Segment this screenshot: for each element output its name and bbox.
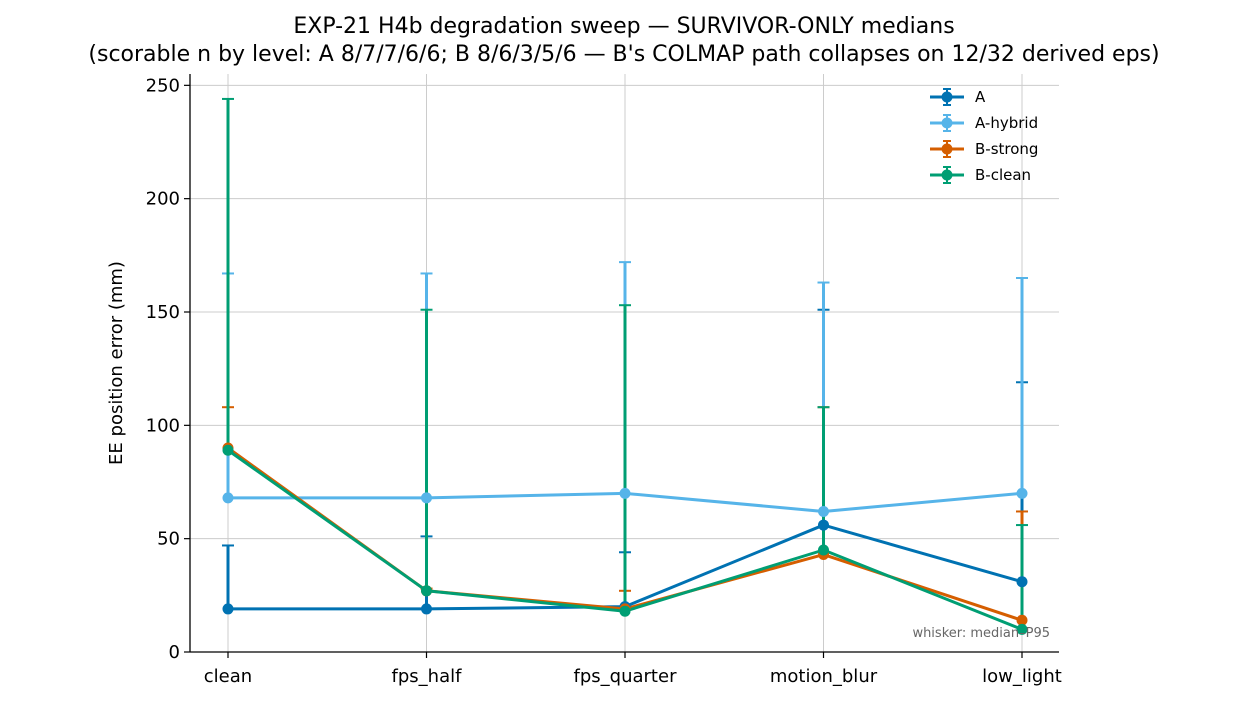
data-point-a-hybrid [421, 492, 432, 504]
data-point-b-clean [222, 444, 234, 456]
chart-title-line-2: (scorable n by level: A 8/7/7/6/6; B 8/6… [88, 42, 1159, 67]
data-point-b-clean [1016, 623, 1028, 635]
legend-label-b-clean: B-clean [975, 166, 1031, 184]
data-point-a [1016, 576, 1028, 588]
x-tick-label: fps_half [392, 666, 463, 687]
tick-labels: 0 50 100 150 200 250 clean fps_half fps_quarter m… [146, 75, 1062, 687]
data-point-a [222, 603, 234, 615]
legend-marker-a [941, 91, 953, 103]
data-point-a-hybrid [1016, 487, 1028, 499]
x-tick-label: fps_quarter [574, 666, 678, 687]
legend-marker-b-clean [941, 169, 953, 181]
data-point-b-strong [1016, 614, 1028, 626]
x-tick-label: motion_blur [770, 666, 878, 687]
legend-marker-b-strong [941, 143, 953, 155]
axes [184, 74, 1059, 658]
data-point-a [421, 603, 432, 615]
data-point-a-hybrid [818, 505, 829, 517]
data-point-a-hybrid [222, 492, 234, 504]
data-point-b-clean [421, 585, 432, 597]
y-tick-label: 0 [169, 642, 180, 663]
legend-label-a: A [975, 88, 986, 106]
data-point-a [818, 519, 829, 531]
y-tick-label: 250 [146, 75, 180, 96]
y-tick-label: 200 [146, 189, 180, 210]
series-points [222, 442, 1028, 635]
x-tick-label: low_light [982, 666, 1062, 687]
data-point-b-clean [818, 544, 829, 556]
y-tick-label: 100 [146, 415, 180, 436]
legend-label-a-hybrid: A-hybrid [975, 114, 1038, 132]
data-point-b-clean [619, 605, 631, 617]
y-tick-label: 150 [146, 302, 180, 323]
y-axis-label: EE position error (mm) [106, 261, 127, 465]
data-point-a-hybrid [619, 487, 631, 499]
legend: A A-hybrid B-strong B-clean [930, 88, 1038, 184]
x-tick-label: clean [204, 666, 252, 687]
whisker-note: whisker: median–P95 [912, 626, 1050, 641]
chart-title-line-1: EXP-21 H4b degradation sweep — SURVIVOR-… [293, 14, 954, 39]
y-tick-label: 50 [157, 529, 180, 550]
legend-marker-a-hybrid [941, 117, 953, 129]
legend-label-b-strong: B-strong [975, 140, 1038, 158]
